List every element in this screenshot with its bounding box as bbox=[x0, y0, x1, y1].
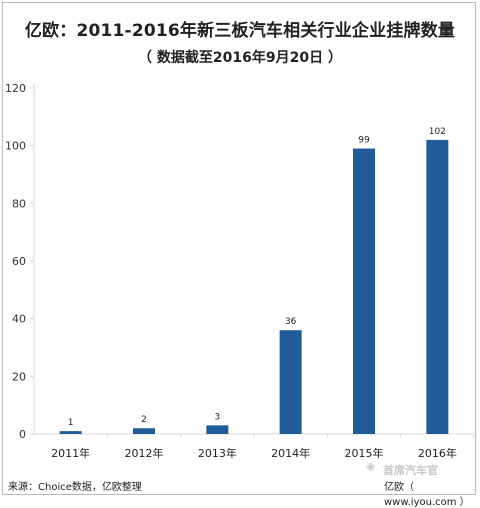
bar bbox=[206, 425, 229, 434]
bar bbox=[133, 428, 155, 434]
y-tick-label: 60 bbox=[12, 255, 26, 268]
data-label: 2 bbox=[141, 415, 147, 425]
data-label: 36 bbox=[285, 317, 297, 327]
y-tick-label: 20 bbox=[12, 370, 26, 383]
data-label: 1 bbox=[68, 418, 74, 428]
x-tick-label: 2016年 bbox=[418, 446, 457, 460]
chart-frame bbox=[2, 2, 476, 495]
x-tick-label: 2014年 bbox=[271, 446, 310, 460]
y-tick-label: 120 bbox=[5, 82, 26, 95]
x-tick-label: 2011年 bbox=[51, 446, 90, 460]
bar bbox=[353, 148, 375, 435]
x-tick-label: 2015年 bbox=[345, 446, 384, 460]
watermark-text: 首席汽车官 bbox=[383, 464, 438, 477]
bar bbox=[279, 330, 302, 434]
x-tick-label: 2012年 bbox=[125, 446, 164, 460]
x-tick-label: 2013年 bbox=[198, 446, 237, 460]
site-credit: 亿欧（ www.iyou.com ） bbox=[384, 482, 470, 508]
bar bbox=[59, 431, 82, 434]
y-tick-label: 40 bbox=[12, 313, 26, 326]
chart-title: 亿欧：2011-2016年新三板汽车相关行业企业挂牌数量 bbox=[24, 21, 456, 41]
bar bbox=[426, 139, 449, 434]
source-note: 来源：Choice数据，亿欧整理 bbox=[8, 482, 142, 493]
y-tick-label: 100 bbox=[5, 140, 26, 153]
data-label: 102 bbox=[429, 127, 446, 137]
chart-subtitle: （ 数据截至2016年9月20日 ） bbox=[138, 50, 342, 66]
wechat-icon: ◈ bbox=[366, 459, 376, 473]
data-label: 3 bbox=[214, 412, 220, 422]
y-tick-label: 0 bbox=[19, 428, 26, 441]
data-label: 99 bbox=[358, 136, 370, 146]
y-tick-label: 80 bbox=[12, 197, 26, 210]
